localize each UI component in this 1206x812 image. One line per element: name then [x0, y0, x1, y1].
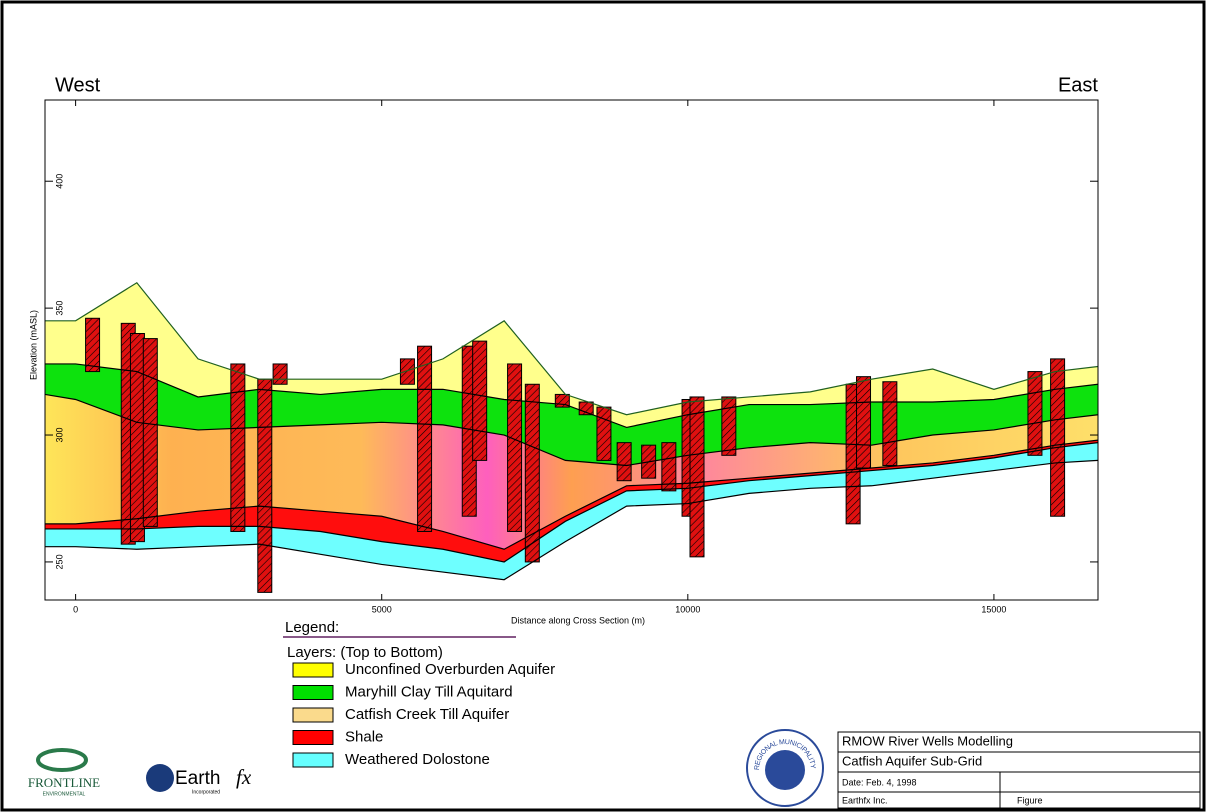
y-tick-label: 400 — [54, 174, 64, 189]
frontline-logo: FRONTLINE ENVIRONMENTAL — [28, 750, 100, 797]
legend-swatch — [293, 731, 333, 745]
legend-label: Maryhill Clay Till Aquitard — [345, 683, 513, 700]
legend-swatch — [293, 686, 333, 700]
west-label: West — [55, 74, 101, 96]
well — [1028, 372, 1042, 456]
well — [86, 318, 100, 371]
legend-swatch — [293, 663, 333, 677]
well — [258, 379, 272, 592]
x-tick-label: 0 — [73, 604, 78, 614]
y-axis-title: Elevation (mASL) — [28, 310, 38, 380]
well — [722, 397, 736, 455]
date: Date: Feb. 4, 1998 — [842, 777, 917, 787]
well — [690, 397, 704, 557]
well — [473, 341, 487, 460]
well — [1051, 359, 1065, 516]
x-tick-label: 15000 — [981, 604, 1006, 614]
plot-area — [45, 283, 1098, 593]
well — [508, 364, 522, 532]
legend-label: Shale — [345, 728, 383, 745]
well — [525, 384, 539, 562]
logo-text: FRONTLINE — [28, 775, 100, 790]
figure: 0 5000 10000 15000 250 300 350 400 West East Di… — [0, 0, 1206, 812]
x-tick-label: 5000 — [372, 604, 392, 614]
figure-title: Catfish Aquifer Sub-Grid — [842, 753, 982, 768]
logo-text: Earth — [175, 768, 220, 789]
legend-label: Unconfined Overburden Aquifer — [345, 661, 555, 678]
logo-subtext: Incorporated — [192, 789, 220, 795]
logo-text: fx — [236, 765, 252, 789]
legend-title: Legend: — [285, 619, 339, 636]
y-tick-label: 350 — [54, 301, 64, 316]
earthfx-logo: Earth fx Incorporated — [146, 764, 252, 795]
legend-label: Catfish Creek Till Aquifer — [345, 706, 509, 723]
x-axis-title: Distance along Cross Section (m) — [511, 615, 645, 625]
legend-swatch — [293, 753, 333, 767]
well — [418, 346, 432, 531]
well — [883, 382, 897, 466]
project-name: RMOW River Wells Modelling — [842, 733, 1013, 748]
company: Earthfx Inc. — [842, 795, 888, 805]
figure-label: Figure — [1017, 795, 1043, 805]
well — [400, 359, 414, 384]
well — [130, 334, 144, 542]
well — [143, 339, 157, 527]
legend: Unconfined Overburden Aquifer Maryhill Cl… — [293, 661, 555, 768]
well — [857, 377, 871, 468]
legend-subtitle: Layers: (Top to Bottom) — [287, 644, 443, 661]
logo-mark — [38, 750, 86, 770]
y-tick-label: 250 — [54, 554, 64, 569]
y-tick-label: 300 — [54, 428, 64, 443]
well — [231, 364, 245, 532]
legend-label: Weathered Dolostone — [345, 751, 490, 768]
x-tick-label: 10000 — [675, 604, 700, 614]
seal-center — [765, 750, 805, 790]
legend-swatch — [293, 708, 333, 722]
east-label: East — [1058, 74, 1098, 96]
well — [597, 407, 611, 460]
logo-subtext: ENVIRONMENTAL — [43, 791, 86, 797]
well — [273, 364, 287, 384]
logo-mark — [146, 764, 174, 792]
well — [617, 443, 631, 481]
title-block: RMOW River Wells Modelling Catfish Aquif… — [838, 732, 1200, 808]
